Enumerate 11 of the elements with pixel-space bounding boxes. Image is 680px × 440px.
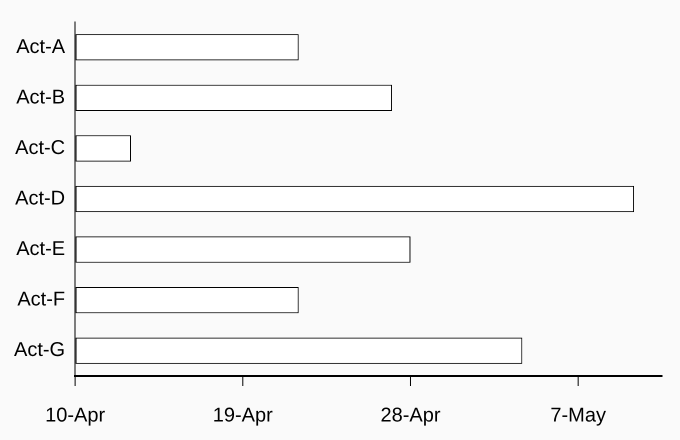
y-tick-label: Act-D [15, 188, 66, 210]
text: 7-May [550, 404, 606, 427]
text: 10-Apr [45, 404, 106, 427]
y-tick-label: Act-G [14, 339, 66, 362]
y-tick-label: Act-A [16, 36, 66, 58]
y-tick-label: Act-F [17, 288, 66, 311]
text: 28-Apr [380, 404, 441, 427]
text: 19-Apr [212, 404, 274, 427]
y-tick-label: Act-E [16, 238, 66, 260]
y-tick-label: Act-B [16, 86, 66, 108]
y-tick-label: Act-C [15, 136, 66, 159]
